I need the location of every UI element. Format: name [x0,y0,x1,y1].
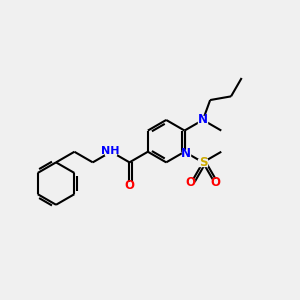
Bar [182,150,190,157]
Bar [199,159,207,166]
Bar [125,182,134,189]
Text: N: N [181,147,191,160]
Text: O: O [211,176,221,189]
Text: O: O [124,178,134,191]
Bar [105,147,116,155]
Text: O: O [185,176,195,189]
Text: NH: NH [101,146,119,156]
Bar [199,116,207,124]
Text: S: S [199,156,207,169]
Text: N: N [198,113,208,127]
Bar [186,179,194,186]
Bar [212,179,220,186]
